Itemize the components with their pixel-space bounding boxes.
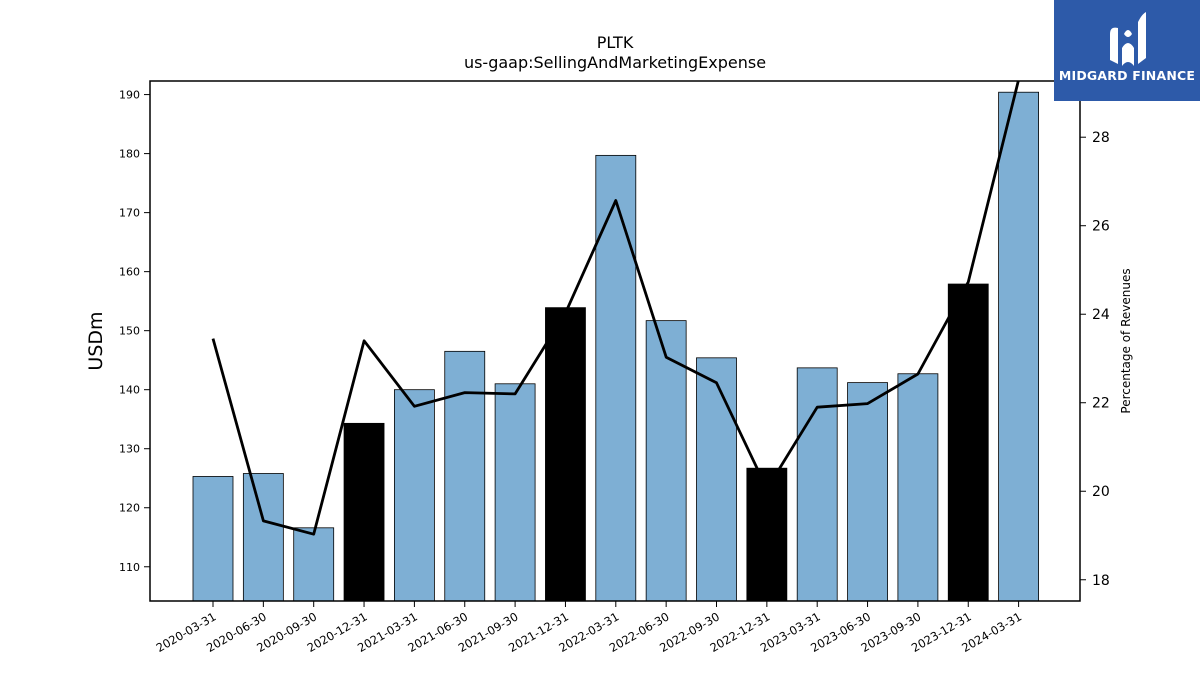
midgard-finance-logo: MIDGARD FINANCE [1054, 0, 1200, 101]
plot-frame [149, 80, 1081, 602]
y-tick-label: 180 [119, 148, 140, 161]
x-axis: 2020-03-312020-06-302020-09-302020-12-31… [154, 601, 1024, 655]
bar [393, 389, 435, 602]
y2-tick-label: 28 [1092, 130, 1110, 146]
bar [444, 350, 486, 602]
bar [192, 476, 234, 602]
bar [494, 383, 536, 602]
y-tick-label: 160 [119, 266, 140, 279]
y-tick-label: 140 [119, 384, 140, 397]
y-tick-label: 150 [119, 325, 140, 338]
logo-text: MIDGARD FINANCE [1058, 68, 1196, 83]
y-tick-label: 110 [119, 561, 140, 574]
series-line [211, 81, 1020, 536]
bar [947, 283, 989, 602]
y-tick-label: 120 [119, 502, 140, 515]
bar [293, 527, 335, 602]
y-axis-label: USDm [85, 311, 107, 370]
left-axis: 110 120 130 140 150 160 170 180 190 [119, 89, 150, 574]
bar [897, 373, 939, 602]
bar [796, 367, 838, 602]
bar [998, 91, 1039, 602]
chart-title: PLTK [597, 33, 634, 52]
bar [545, 307, 586, 602]
y2-tick-label: 20 [1092, 484, 1110, 500]
midgard-logo-mark-icon [1110, 12, 1146, 66]
right-axis: 18 20 22 24 26 28 [1080, 130, 1110, 589]
y-tick-label: 170 [119, 207, 140, 220]
y2-tick-label: 24 [1092, 307, 1110, 323]
bar [847, 382, 888, 602]
y-tick-label: 190 [119, 89, 140, 102]
chart-subtitle: us-gaap:SellingAndMarketingExpense [464, 53, 766, 72]
y2-tick-label: 22 [1092, 396, 1110, 412]
y2-axis-label: Percentage of Revenues [1119, 268, 1133, 413]
y2-tick-label: 18 [1092, 573, 1110, 589]
bars-layer [192, 91, 1039, 602]
y2-tick-label: 26 [1092, 219, 1110, 235]
bar [242, 473, 284, 602]
bar [343, 422, 385, 602]
bar [645, 320, 687, 602]
y-tick-label: 130 [119, 443, 140, 456]
line-layer [211, 81, 1020, 536]
bar [595, 154, 637, 602]
bar [696, 357, 737, 602]
